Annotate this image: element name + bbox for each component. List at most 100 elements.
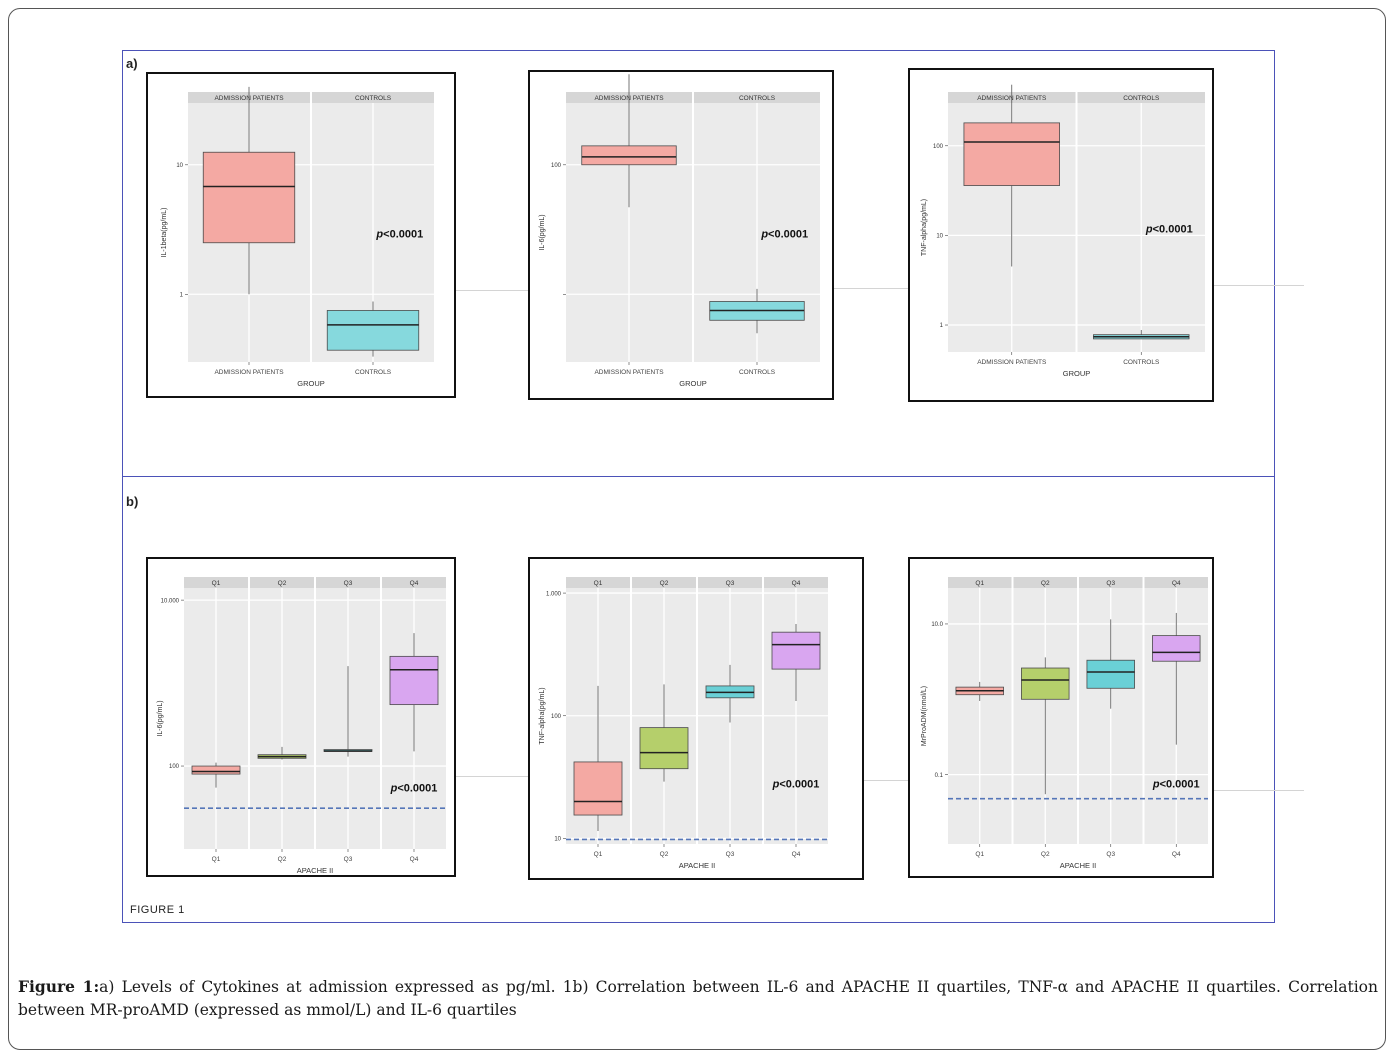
facet-label: CONTROLS: [1123, 95, 1160, 102]
box: [326, 310, 420, 351]
x-tick-label: Q2: [660, 851, 669, 858]
outer-frame: [8, 8, 1386, 1050]
figure-tag: FIGURE 1: [130, 904, 185, 916]
chart-svg: ADMISSION PATIENTS CONTROLS110100ADMISSIO…: [921, 84, 1205, 378]
figure-caption: Figure 1:a) Levels of Cytokines at admis…: [18, 975, 1378, 1023]
box: [1086, 659, 1135, 689]
facet-label: Q3: [726, 580, 735, 587]
chart-panel-il1beta-group: ADMISSION PATIENTS CONTROLS 1 10 ADMISSION P…: [146, 72, 456, 398]
facet-label: Q2: [1041, 580, 1050, 587]
facet-label: Q4: [1172, 580, 1181, 587]
facet-strip: [698, 577, 762, 588]
x-tick-label: Q3: [726, 851, 735, 858]
y-tick-label: 0.1: [935, 773, 944, 779]
x-axis-label: APACHE II: [679, 861, 716, 870]
x-tick-label: ADMISSION PATIENTS: [594, 369, 664, 376]
chart-panel-il6-apache: Q1 Q2 Q3 Q4 100 10.000 Q1 Q2 Q3 Q4 IL-6(pg/mL) APAC…: [146, 557, 456, 877]
x-axis-label: GROUP: [297, 379, 325, 388]
facet-strip: [250, 577, 314, 588]
x-tick-label: Q1: [212, 856, 221, 863]
facet-label: Q4: [410, 580, 419, 587]
facet-strip: [382, 577, 446, 588]
box: [963, 122, 1060, 186]
facet-label: CONTROLS: [739, 95, 776, 102]
p-value-annotation: p<0.0001: [1152, 779, 1200, 791]
x-tick-label: ADMISSION PATIENTS: [214, 369, 284, 376]
y-tick-label: 1: [940, 323, 944, 329]
chart-svg: Q1 Q2 Q3 Q4 100 10.000 Q1 Q2 Q3 Q4 IL-6(pg/mL) APAC…: [157, 577, 446, 875]
y-tick-label: 1.000: [546, 591, 562, 597]
x-tick-label: CONTROLS: [739, 369, 776, 376]
y-tick-label: 100: [551, 714, 562, 720]
chart-panel-il6-group: ADMISSION PATIENTS CONTROLS 100 ADMISSION P…: [528, 70, 834, 400]
y-axis-label: IL-6(pg/mL): [157, 700, 164, 736]
facet-strip: [312, 92, 434, 103]
box: [1021, 667, 1070, 700]
facet-strip: [632, 577, 696, 588]
y-tick-label: 10.000: [161, 598, 180, 604]
x-tick-label: CONTROLS: [355, 369, 392, 376]
y-tick-label: 10: [936, 234, 943, 240]
p-value-annotation: p<0.0001: [375, 229, 423, 241]
box: [191, 765, 241, 775]
facet-strip: [948, 577, 1012, 588]
y-tick-label: 1: [180, 292, 184, 298]
facet-strip: [1079, 577, 1143, 588]
x-tick-label: Q1: [975, 851, 984, 858]
x-tick-label: ADMISSION PATIENTS: [977, 359, 1047, 366]
connector-line: [1210, 285, 1304, 286]
caption-text: a) Levels of Cytokines at admission expr…: [18, 978, 1378, 1020]
x-tick-label: CONTROLS: [1123, 359, 1160, 366]
y-axis-label: TNF-alpha(pg/mL): [921, 199, 928, 256]
connector-line: [452, 776, 528, 777]
box: [771, 631, 821, 670]
y-tick-label: 100: [933, 144, 944, 150]
facet-label: Q2: [660, 580, 669, 587]
x-tick-label: Q2: [1041, 851, 1050, 858]
section-label-a: a): [126, 56, 138, 71]
chart-svg: Q1 Q2 Q3 Q4 10 100 1.000 Q1 Q2 Q3 Q4 TNF-alpha(pg/m…: [539, 577, 828, 870]
facet-strip: [1144, 577, 1208, 588]
x-tick-label: Q4: [1172, 851, 1181, 858]
figure-frame: [122, 50, 1275, 923]
p-value-annotation: p<0.0001: [1145, 223, 1193, 235]
facet-label: Q1: [975, 580, 984, 587]
y-axis-label: IL-1beta(pg/mL): [161, 208, 168, 258]
p-value-annotation: p<0.0001: [390, 783, 438, 795]
y-axis-label: TNF-alpha(pg/mL): [539, 687, 546, 744]
facet-strip: [1013, 577, 1077, 588]
connector-line: [830, 288, 908, 289]
chart-panel-mrproadm-apache: Q1 Q2 Q3 Q4 0.1 10.0 Q1 Q2 Q3 Q4 MrProADM(nmol/L) A…: [908, 557, 1214, 878]
facet-strip: [1077, 92, 1205, 103]
p-value-annotation: p<0.0001: [772, 779, 820, 791]
facet-strip: [566, 577, 630, 588]
connector-line: [452, 290, 528, 291]
y-tick-label: 100: [169, 764, 180, 770]
facet-strip: [764, 577, 828, 588]
facet-strip: [316, 577, 380, 588]
section-label-b: b): [126, 494, 139, 509]
y-tick-label: 100: [551, 163, 562, 169]
connector-line: [1210, 790, 1304, 791]
facet-label: Q1: [594, 580, 603, 587]
x-tick-label: Q3: [1106, 851, 1115, 858]
x-tick-label: Q2: [278, 856, 287, 863]
box: [573, 761, 623, 816]
y-axis-label: IL-6(pg/mL): [539, 214, 546, 250]
box: [389, 655, 439, 706]
y-tick-label: 10.0: [931, 622, 943, 628]
x-axis-label: APACHE II: [1060, 861, 1097, 870]
connector-line: [830, 780, 908, 781]
box: [202, 151, 296, 244]
box: [639, 727, 689, 770]
section-divider: [122, 476, 1275, 477]
x-tick-label: Q3: [344, 856, 353, 863]
x-axis-label: APACHE II: [297, 866, 334, 875]
caption-label: Figure 1:: [18, 977, 100, 996]
facet-label: Q1: [212, 580, 221, 587]
facet-label: Q2: [278, 580, 287, 587]
p-value-annotation: p<0.0001: [760, 229, 808, 241]
y-axis-label: MrProADM(nmol/L): [921, 686, 928, 746]
